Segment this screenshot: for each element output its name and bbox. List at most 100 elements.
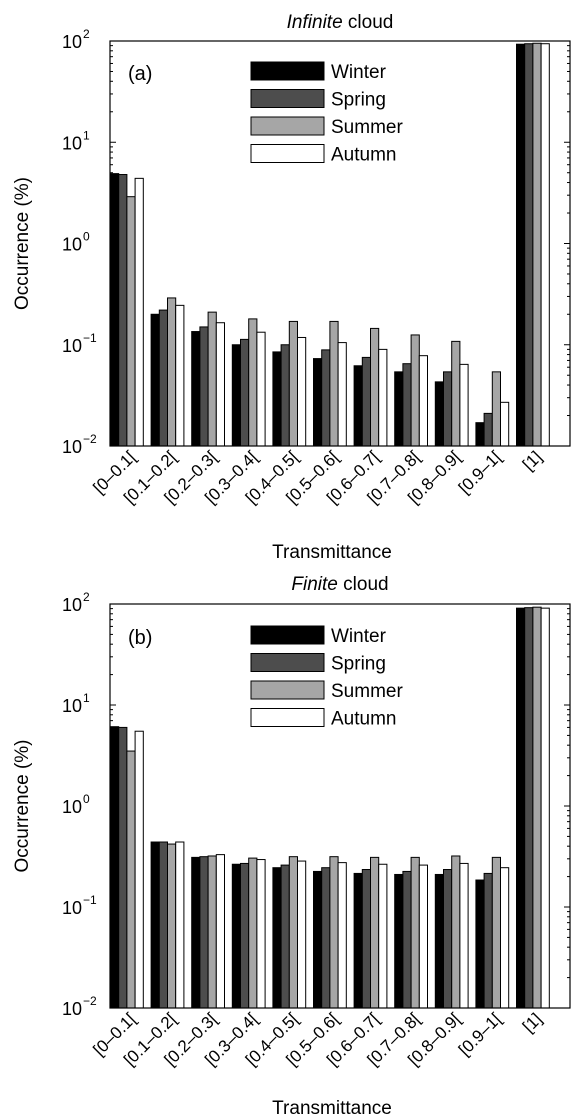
legend-swatch-winter: [250, 625, 325, 645]
bar-spring-8: [443, 371, 453, 447]
legend-swatch-autumn: [250, 708, 325, 727]
bar-spring-9: [483, 872, 493, 1009]
chart-title-rest: cloud: [338, 574, 389, 595]
y-tick-label: 10: [62, 696, 82, 716]
bar-spring-0: [118, 726, 128, 1009]
bar-winter-3: [231, 344, 242, 447]
bar-summer-7: [410, 856, 420, 1009]
legend: Winter Spring Summer Autumn: [250, 61, 403, 166]
bar-winter-0: [110, 726, 120, 1009]
bar-summer-8: [451, 340, 461, 447]
bar-spring-2: [199, 856, 209, 1009]
y-tick-label: 10: [62, 32, 82, 52]
bar-summer-0: [126, 750, 136, 1009]
bar-summer-10: [532, 42, 542, 447]
legend-label-autumn: Autumn: [331, 145, 396, 166]
bar-summer-7: [410, 334, 420, 447]
legend-swatch-summer: [250, 680, 325, 700]
legend-label-winter: Winter: [331, 626, 387, 647]
bar-summer-10: [532, 606, 542, 1009]
bar-winter-5: [313, 358, 323, 447]
bar-spring-3: [240, 338, 250, 447]
bar-autumn-2: [215, 854, 226, 1009]
legend-label-summer: Summer: [331, 117, 403, 138]
bar-winter-10: [516, 607, 526, 1009]
bar-spring-3: [240, 862, 250, 1009]
y-tick-exponent: 1: [83, 691, 90, 705]
bar-summer-3: [248, 857, 258, 1009]
y-tick-base: 10: [62, 336, 82, 356]
bar-autumn-2: [215, 322, 226, 447]
bar-autumn-7: [418, 355, 428, 447]
bar-autumn-7: [418, 864, 428, 1009]
bar-spring-0: [118, 174, 128, 447]
bar-autumn-9: [500, 401, 510, 447]
bar-summer-1: [167, 297, 177, 447]
y-tick-base: 10: [62, 437, 82, 457]
x-tick-label: [1]: [519, 1009, 546, 1036]
bar-spring-5: [321, 349, 331, 447]
y-tick-base: 10: [62, 999, 82, 1019]
y-tick-base: 10: [62, 595, 82, 615]
legend-label-spring: Spring: [331, 654, 386, 675]
bar-autumn-1: [175, 304, 185, 447]
bar-winter-4: [272, 351, 282, 447]
bar-winter-2: [191, 856, 201, 1009]
y-tick-label: 10: [62, 235, 82, 255]
bar-summer-9: [491, 371, 501, 447]
bar-autumn-1: [175, 841, 185, 1009]
y-tick-exponent: −2: [83, 432, 97, 446]
bar-summer-2: [207, 855, 217, 1009]
legend-swatch-spring: [250, 89, 325, 108]
bar-winter-4: [272, 867, 282, 1009]
bar-summer-4: [288, 320, 298, 447]
y-tick-exponent: −1: [83, 893, 97, 907]
y-tick-exponent: 0: [83, 792, 90, 806]
chart-title: Infinite cloud: [287, 12, 394, 33]
bar-spring-1: [158, 841, 169, 1009]
y-tick-base: 10: [62, 898, 82, 918]
bar-autumn-10: [540, 607, 550, 1009]
bar-summer-0: [126, 196, 136, 447]
y-tick-base: 10: [62, 133, 82, 153]
bar-autumn-6: [378, 348, 388, 447]
bar-summer-8: [451, 855, 461, 1009]
x-axis-ticks: [0–0.1[[0.1–0.2[[0.2–0.3[[0.3–0.4[[0.4–0…: [90, 447, 546, 507]
bar-spring-6: [361, 356, 371, 447]
y-tick-label: 10: [62, 898, 82, 918]
bars-group: [110, 606, 550, 1009]
bar-autumn-10: [540, 43, 550, 447]
bar-autumn-4: [297, 860, 307, 1009]
bar-summer-5: [329, 320, 339, 447]
bar-winter-9: [475, 879, 485, 1009]
y-tick-label: 10: [62, 999, 82, 1019]
bar-spring-10: [524, 43, 534, 447]
bar-winter-9: [475, 422, 485, 447]
legend-swatch-winter: [250, 61, 325, 81]
x-axis-label: Transmittance: [272, 1098, 392, 1118]
y-tick-label: 10: [62, 595, 82, 615]
y-tick-exponent: 2: [83, 27, 90, 41]
legend-swatch-summer: [250, 116, 325, 136]
y-tick-exponent: 1: [83, 128, 90, 142]
bar-spring-4: [280, 344, 290, 447]
bar-winter-8: [434, 381, 444, 447]
legend: Winter Spring Summer Autumn: [250, 625, 403, 730]
legend-label-summer: Summer: [331, 681, 403, 702]
y-tick-base: 10: [62, 797, 82, 817]
chart-title-emphasis: Infinite: [287, 12, 343, 33]
bar-autumn-5: [337, 342, 347, 447]
y-tick-base: 10: [62, 696, 82, 716]
y-axis-label: Occurrence (%): [12, 177, 33, 310]
bar-spring-10: [524, 607, 534, 1009]
bar-autumn-0: [134, 730, 144, 1009]
panel-label: (a): [128, 63, 152, 85]
bar-summer-6: [370, 856, 380, 1009]
legend-swatch-autumn: [250, 144, 325, 163]
bar-autumn-4: [297, 336, 307, 447]
